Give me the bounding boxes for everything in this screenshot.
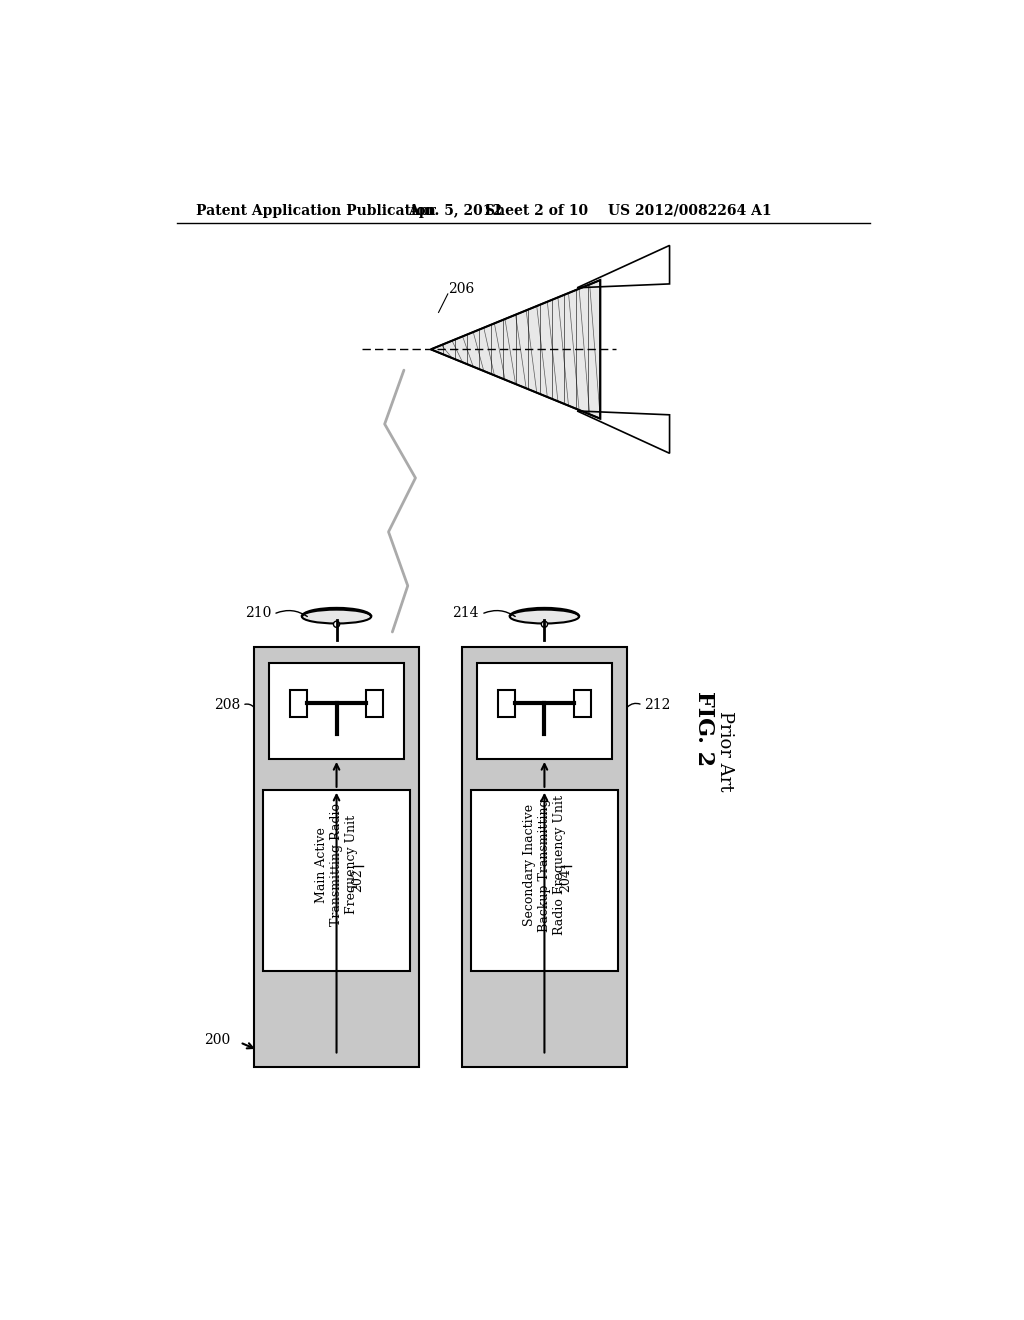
Bar bbox=[254, 647, 419, 1067]
Bar bbox=[269, 663, 403, 759]
Text: Apr. 5, 2012: Apr. 5, 2012 bbox=[408, 203, 502, 218]
Text: 212: 212 bbox=[644, 698, 671, 711]
Text: 206: 206 bbox=[447, 282, 474, 296]
Bar bbox=[263, 789, 410, 970]
Text: 202: 202 bbox=[351, 869, 365, 892]
Text: Main Active
Transmitting Radio
Frequency Unit: Main Active Transmitting Radio Frequency… bbox=[315, 804, 358, 927]
Text: 204: 204 bbox=[559, 869, 572, 892]
Text: Secondary Inactive
Backup Transmitting
Radio Frequency Unit: Secondary Inactive Backup Transmitting R… bbox=[523, 795, 566, 935]
Text: Sheet 2 of 10: Sheet 2 of 10 bbox=[484, 203, 588, 218]
Text: 214: 214 bbox=[453, 606, 479, 619]
Text: US 2012/0082264 A1: US 2012/0082264 A1 bbox=[608, 203, 772, 218]
Text: 210: 210 bbox=[245, 606, 271, 619]
Circle shape bbox=[334, 622, 340, 627]
Ellipse shape bbox=[510, 610, 580, 623]
Polygon shape bbox=[431, 280, 600, 418]
Text: 208: 208 bbox=[214, 698, 240, 711]
Bar bbox=[366, 690, 383, 717]
Bar bbox=[573, 690, 591, 717]
Bar bbox=[477, 663, 611, 759]
Text: 200: 200 bbox=[205, 1034, 230, 1047]
Circle shape bbox=[542, 622, 548, 627]
Ellipse shape bbox=[302, 610, 371, 623]
Bar bbox=[499, 690, 515, 717]
Text: Prior Art: Prior Art bbox=[716, 711, 734, 792]
Bar bbox=[471, 789, 617, 970]
Text: Patent Application Publication: Patent Application Publication bbox=[196, 203, 435, 218]
Text: FIG. 2: FIG. 2 bbox=[692, 690, 715, 766]
Bar bbox=[462, 647, 628, 1067]
Bar bbox=[291, 690, 307, 717]
